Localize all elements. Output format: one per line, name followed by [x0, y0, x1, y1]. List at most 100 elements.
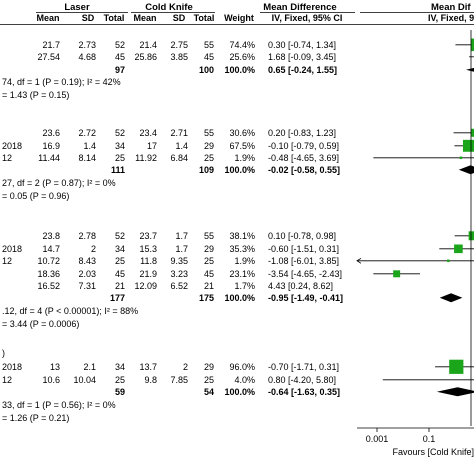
study-laser-n: 45: [115, 52, 125, 62]
heterogeneity-text: .12, df = 4 (P < 0.00001); I² = 88%: [2, 306, 138, 316]
heterogeneity-text: 27, df = 2 (P = 0.87); I² = 0%: [2, 178, 116, 188]
subtotal-diamond: [458, 165, 474, 175]
subtotal-ck-n: 100: [199, 65, 214, 75]
study-label: 2018: [2, 141, 22, 151]
study-ck-n: 29: [204, 244, 214, 254]
study-laser-sd: 2.03: [78, 269, 96, 279]
study-laser-sd: 4.68: [78, 52, 96, 62]
study-laser-mean: 16.52: [37, 281, 60, 291]
study-ci-text: 0.80 [-4.20, 5.80]: [268, 375, 336, 385]
subtotal-laser-n: 111: [111, 165, 125, 175]
study-laser-sd: 2: [91, 244, 96, 254]
col-header-weight: Weight: [224, 13, 254, 23]
study-laser-n: 21: [115, 281, 125, 291]
study-laser-sd: 2.1: [83, 362, 96, 372]
col-header-laser-sd: SD: [82, 13, 95, 23]
study-laser-mean: 23.6: [42, 128, 60, 138]
study-ck-sd: 6.52: [170, 281, 188, 291]
study-laser-mean: 10.72: [37, 256, 60, 266]
subtotal-laser-n: 177: [110, 293, 125, 303]
study-ci-text: -0.48 [-4.65, 3.69]: [268, 153, 339, 163]
study-ck-n: 21: [204, 281, 214, 291]
study-laser-mean: 10.6: [42, 375, 60, 385]
study-laser-sd: 8.43: [78, 256, 96, 266]
subtotal-ci-text: 0.65 [-0.24, 1.55]: [268, 65, 337, 75]
subtotal-ck-n: 175: [199, 293, 214, 303]
study-ci-text: 1.68 [-0.09, 3.45]: [268, 52, 336, 62]
study-label: 2018: [2, 244, 22, 254]
study-ck-sd: 6.84: [170, 153, 188, 163]
study-ck-mean: 23.7: [139, 231, 157, 241]
study-laser-sd: 7.31: [78, 281, 96, 291]
study-ck-n: 45: [204, 52, 214, 62]
study-ci-text: 4.43 [0.24, 8.62]: [268, 281, 333, 291]
col-header-laser-mean: Mean: [36, 13, 59, 23]
study-laser-n: 25: [115, 375, 125, 385]
study-ci-text: 0.20 [-0.83, 1.23]: [268, 128, 336, 138]
study-ck-n: 55: [204, 231, 214, 241]
study-ck-n: 25: [204, 375, 214, 385]
study-box: [462, 139, 474, 152]
study-laser-n: 52: [115, 231, 125, 241]
overall-effect-text: = 0.05 (P = 0.96): [2, 191, 69, 201]
study-label: 12: [2, 375, 12, 385]
study-label: 12: [2, 153, 12, 163]
study-weight: 4.0%: [234, 375, 255, 385]
subtotal-diamond: [439, 293, 463, 303]
study-ci-text: 0.10 [-0.78, 0.98]: [268, 231, 336, 241]
study-box: [459, 156, 463, 160]
study-ck-mean: 9.8: [144, 375, 157, 385]
study-box: [471, 128, 474, 137]
study-laser-mean: 16.9: [42, 141, 60, 151]
subgroup: ) 2018 13 2.1 34 13.7 2 29 96.0% -0.70 [-1.71, 0.…: [2, 348, 474, 423]
study-laser-n: 25: [115, 256, 125, 266]
study-weight: 30.6%: [229, 128, 255, 138]
study-laser-mean: 21.7: [42, 40, 60, 50]
study-ci-text: 0.30 [-0.74, 1.34]: [268, 40, 336, 50]
overall-effect-text: = 1.26 (P = 0.21): [2, 413, 69, 423]
study-laser-n: 25: [115, 153, 125, 163]
study-ck-sd: 2.71: [170, 128, 188, 138]
study-laser-mean: 18.36: [37, 269, 60, 279]
study-box: [393, 270, 401, 278]
study-ck-sd: 3.23: [170, 269, 188, 279]
study-weight: 67.5%: [229, 141, 255, 151]
study-laser-mean: 14.7: [42, 244, 60, 254]
study-box: [449, 359, 464, 374]
col-header-method-right: IV, Fixed, 95% CI: [428, 13, 474, 23]
subtotal-diamond: [465, 67, 474, 72]
header-mean-difference: Mean Difference: [263, 2, 336, 13]
study-laser-sd: 2.72: [78, 128, 96, 138]
subtotal-ck-n: 109: [199, 165, 214, 175]
study-ck-n: 29: [204, 362, 214, 372]
x-tick-label: 0.001: [366, 434, 389, 444]
col-header-method: IV, Fixed, 95% CI: [272, 13, 343, 23]
study-ck-sd: 2.75: [170, 40, 188, 50]
header-mean-difference-right: Mean Dif: [431, 2, 471, 13]
subtotal-ci-text: -0.95 [-1.49, -0.41]: [268, 293, 343, 303]
study-ck-mean: 17: [147, 141, 157, 151]
study-ck-mean: 25.86: [134, 52, 157, 62]
subgroup: 23.6 2.72 52 23.4 2.71 55 30.6% 0.20 [-0.83, 1.…: [2, 128, 474, 201]
header-group-laser: Laser: [64, 2, 90, 13]
study-ck-sd: 7.85: [170, 375, 188, 385]
study-weight: 74.4%: [229, 40, 255, 50]
study-ci-text: -0.60 [-1.51, 0.31]: [268, 244, 339, 254]
study-laser-sd: 2.78: [78, 231, 96, 241]
study-box: [447, 259, 450, 263]
study-laser-n: 52: [115, 40, 125, 50]
study-ck-sd: 1.7: [175, 244, 188, 254]
header-group-cold-knife: Cold Knife: [145, 2, 193, 13]
study-laser-n: 34: [115, 141, 125, 151]
study-ci-text: -1.08 [-6.01, 3.85]: [268, 256, 339, 266]
subtotal-ci-text: -0.02 [-0.58, 0.55]: [268, 165, 340, 175]
overall-effect-text: = 3.44 (P = 0.0006): [2, 319, 79, 329]
study-ck-n: 45: [204, 269, 214, 279]
subtotal-weight: 100.0%: [224, 293, 255, 303]
study-label: 2018: [2, 362, 22, 372]
subgroup: 21.7 2.73 52 21.4 2.75 55 74.4% 0.30 [-0.74, 1.…: [2, 38, 474, 100]
study-laser-sd: 8.14: [78, 153, 96, 163]
subtotal-weight: 100.0%: [224, 65, 255, 75]
subtotal-weight: 100.0%: [224, 387, 255, 397]
ci-arrow: [356, 257, 362, 264]
